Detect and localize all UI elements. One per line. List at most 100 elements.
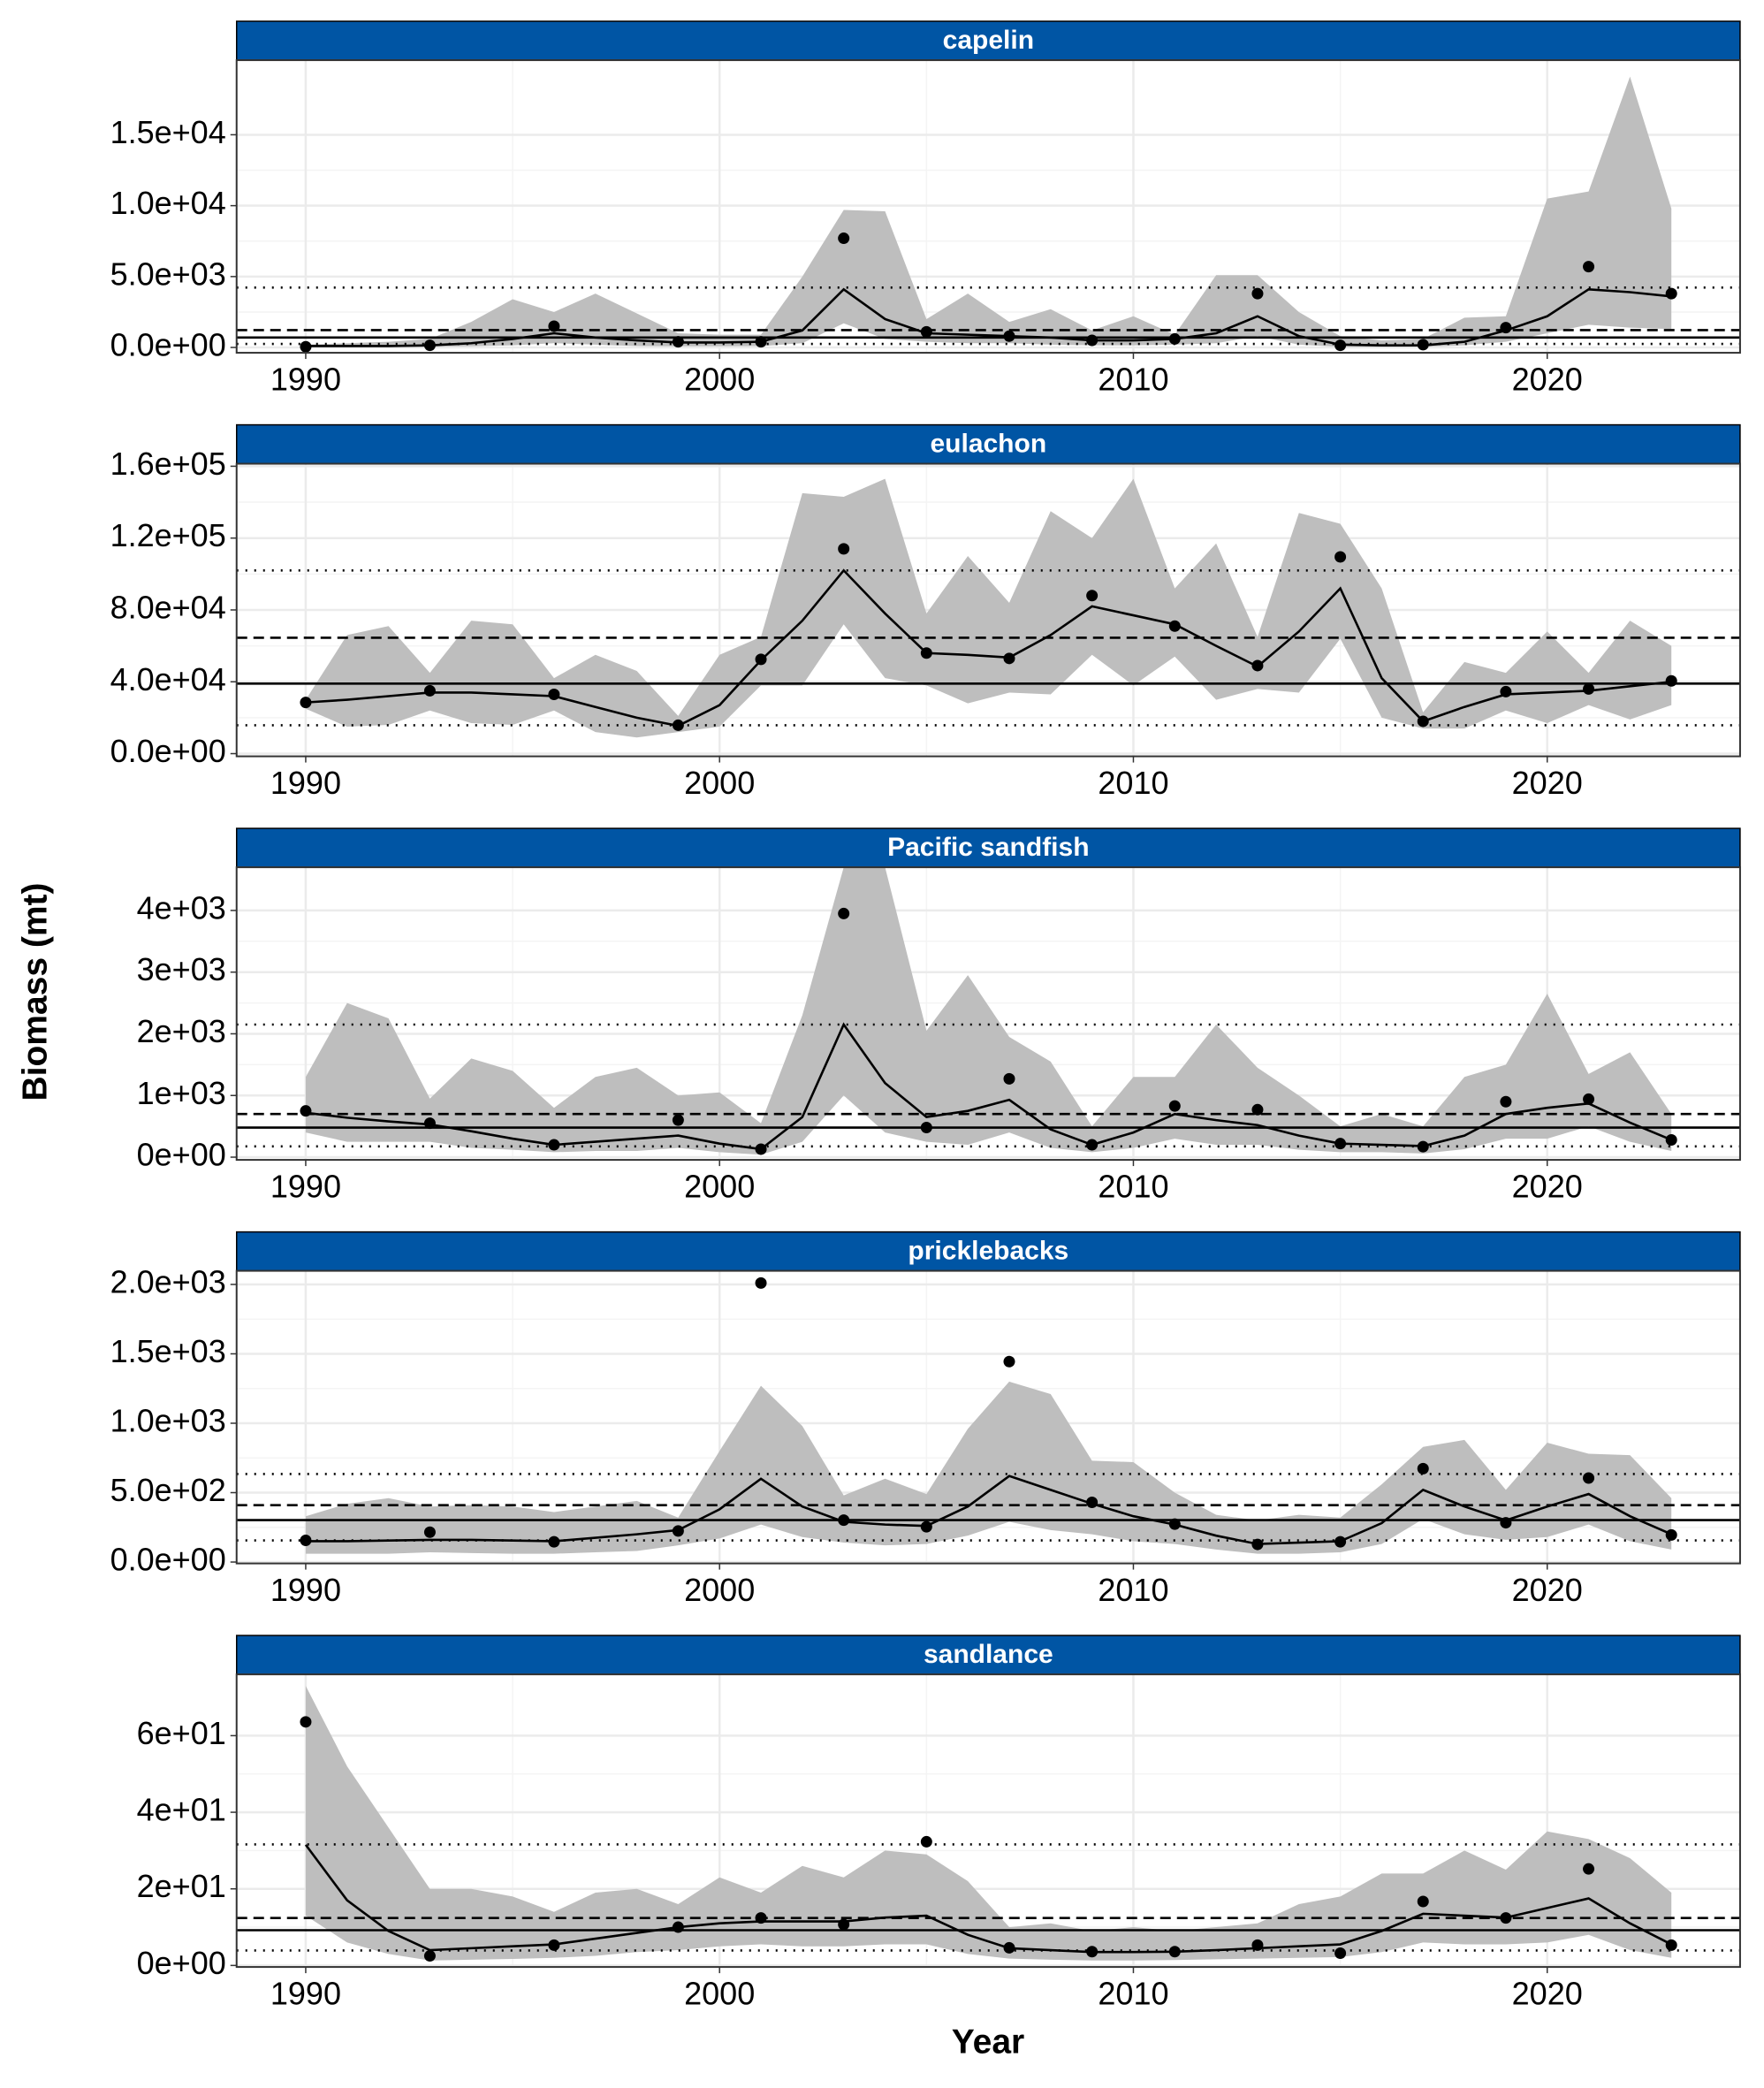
- data-point: [1500, 1517, 1512, 1529]
- panel: Pacific sandfish 0e+00 1e+03 2e+03 3e+03 4e+0…: [137, 827, 1741, 1205]
- data-point: [423, 339, 436, 352]
- x-tick-label: 1990: [270, 765, 341, 801]
- y-tick-label: 2e+01: [137, 1868, 226, 1904]
- panel: capelin 0.0e+00 5.0e+03 1.0e+04 1.5e+04 1990 2…: [110, 20, 1741, 398]
- y-tick-label: 1.6e+05: [110, 446, 226, 482]
- x-tick-label: 2000: [684, 1169, 755, 1205]
- data-point: [1334, 339, 1347, 352]
- y-tick-label: 2.0e+03: [110, 1263, 226, 1299]
- data-point: [1003, 1072, 1015, 1085]
- y-tick-label: 4e+01: [137, 1792, 226, 1828]
- plot-area: [236, 867, 1740, 1155]
- x-tick-label: 2020: [1512, 1169, 1583, 1205]
- x-tick-label: 2020: [1512, 1976, 1583, 2012]
- x-tick-label: 2000: [684, 362, 755, 398]
- confidence-ribbon: [305, 867, 1672, 1155]
- data-point: [1583, 261, 1595, 273]
- data-point: [1168, 1518, 1181, 1530]
- y-tick-label: 4.0e+04: [110, 661, 226, 697]
- y-tick-label: 8.0e+04: [110, 589, 226, 625]
- y-tick-label: 3e+03: [137, 951, 226, 987]
- data-point: [755, 1912, 767, 1924]
- x-tick-label: 2010: [1098, 362, 1168, 398]
- data-point: [1417, 1895, 1429, 1908]
- data-point: [1086, 1946, 1099, 1958]
- data-point: [1251, 1939, 1264, 1951]
- data-point: [920, 1835, 932, 1848]
- x-axis-title: Year: [952, 2023, 1024, 2061]
- x-tick-label: 1990: [270, 362, 341, 398]
- panel-title: Pacific sandfish: [887, 833, 1089, 862]
- plot-area: [236, 1686, 1740, 1962]
- data-point: [1417, 715, 1429, 728]
- data-point: [423, 1117, 436, 1130]
- panel-border: [235, 462, 1741, 758]
- data-point: [1500, 1912, 1512, 1924]
- data-point: [1086, 1497, 1099, 1509]
- data-point: [1334, 1947, 1347, 1960]
- data-point: [1003, 1941, 1015, 1954]
- data-point: [548, 1139, 560, 1151]
- data-point: [920, 647, 932, 659]
- data-point: [1086, 1139, 1099, 1151]
- y-tick-label: 1e+03: [137, 1075, 226, 1111]
- x-tick-label: 2020: [1512, 765, 1583, 801]
- data-point: [548, 1536, 560, 1548]
- y-tick-label: 4e+03: [137, 889, 226, 926]
- data-point: [672, 1921, 684, 1933]
- y-tick-label: 0e+00: [137, 1945, 226, 1981]
- strip: [235, 423, 1741, 465]
- data-point: [1251, 659, 1264, 672]
- data-point: [920, 325, 932, 338]
- data-point: [672, 1525, 684, 1537]
- fit-line: [305, 1475, 1672, 1545]
- y-tick-label: 1.5e+03: [110, 1333, 226, 1369]
- data-point: [1086, 590, 1099, 602]
- data-point: [1665, 1528, 1677, 1541]
- data-point: [755, 1143, 767, 1155]
- x-tick-label: 2020: [1512, 362, 1583, 398]
- strip: [235, 1635, 1741, 1675]
- y-tick-label: 1.2e+05: [110, 517, 226, 553]
- data-point: [755, 1276, 767, 1289]
- data-point: [300, 697, 312, 709]
- fit-line: [305, 1022, 1672, 1151]
- plot-area: [236, 478, 1740, 738]
- data-point: [838, 543, 850, 555]
- data-point: [1334, 551, 1347, 563]
- data-point: [838, 232, 850, 245]
- data-point: [1583, 1472, 1595, 1484]
- data-point: [920, 1520, 932, 1533]
- data-point: [1500, 685, 1512, 697]
- panel: eulachon 0.0e+00 4.0e+04 8.0e+04 1.2e+05 1.6e…: [110, 423, 1741, 801]
- data-point: [1334, 1536, 1347, 1548]
- data-point: [423, 684, 436, 697]
- data-point: [1417, 339, 1429, 351]
- data-point: [1168, 1946, 1181, 1958]
- panel-title: pricklebacks: [908, 1237, 1068, 1266]
- data-point: [1665, 674, 1677, 687]
- x-tick-label: 2010: [1098, 765, 1168, 801]
- data-point: [1665, 1133, 1677, 1146]
- data-point: [1251, 1103, 1264, 1116]
- strip: [235, 20, 1741, 61]
- confidence-ribbon: [305, 478, 1672, 738]
- data-point: [1003, 652, 1015, 665]
- panel: sandlance 0e+00 2e+01 4e+01 6e+01 1990 2000 201…: [137, 1635, 1741, 2012]
- data-point: [300, 1105, 312, 1117]
- y-tick-label: 0e+00: [137, 1137, 226, 1173]
- data-point: [300, 1716, 312, 1728]
- data-point: [838, 907, 850, 919]
- plot-area: [236, 1276, 1740, 1554]
- data-point: [1417, 1462, 1429, 1475]
- fit-line: [305, 287, 1672, 347]
- panel: pricklebacks 0.0e+00 5.0e+02 1.0e+03 1.5e+03…: [110, 1231, 1741, 1608]
- y-tick-label: 0.0e+00: [110, 327, 226, 363]
- data-point: [548, 1939, 560, 1951]
- data-point: [548, 688, 560, 700]
- fit-line: [304, 1844, 1672, 1954]
- y-tick-label: 0.0e+00: [110, 1542, 226, 1578]
- data-point: [1251, 287, 1264, 300]
- data-point: [1086, 334, 1099, 347]
- x-tick-label: 1990: [270, 1572, 341, 1608]
